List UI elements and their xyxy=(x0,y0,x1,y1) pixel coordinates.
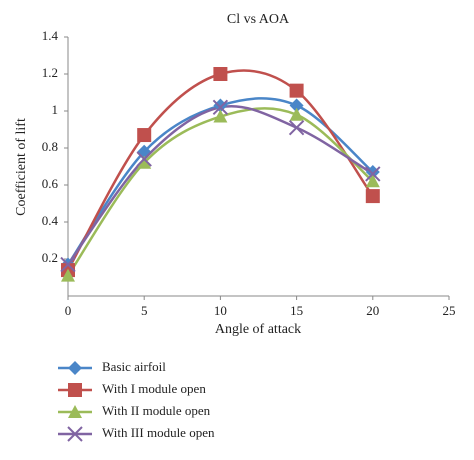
marker xyxy=(136,151,152,167)
y-tick-label: 0.4 xyxy=(42,213,59,228)
x-tick-label: 0 xyxy=(65,303,72,318)
x-tick-label: 10 xyxy=(214,303,227,318)
y-axis-label: Coefficient of lift xyxy=(14,118,29,216)
marker xyxy=(137,155,152,169)
marker xyxy=(68,383,82,397)
y-tick-label: 1.2 xyxy=(42,65,58,80)
chart-title: Cl vs AOA xyxy=(227,12,290,27)
legend-label: Basic airfoil xyxy=(102,359,166,374)
marker xyxy=(60,256,76,273)
marker xyxy=(365,166,381,182)
marker xyxy=(67,426,83,442)
marker xyxy=(213,98,228,113)
x-tick-label: 15 xyxy=(290,303,303,318)
marker xyxy=(213,109,228,123)
x-tick-label: 5 xyxy=(141,303,148,318)
marker xyxy=(212,99,229,116)
x-tick-label: 20 xyxy=(366,303,379,318)
y-tick-label: 0.6 xyxy=(42,176,59,191)
marker xyxy=(68,405,82,418)
marker xyxy=(288,119,305,136)
x-axis-label: Angle of attack xyxy=(215,322,301,337)
marker xyxy=(365,174,380,188)
series-line xyxy=(66,97,374,266)
legend-label: With I module open xyxy=(102,381,206,396)
legend-label: With II module open xyxy=(102,403,211,418)
y-tick-label: 0.2 xyxy=(42,250,58,265)
marker xyxy=(289,98,304,113)
marker xyxy=(365,189,380,204)
marker xyxy=(289,107,304,121)
x-tick-label: 25 xyxy=(443,303,456,318)
legend-label: With III module open xyxy=(102,425,215,440)
marker xyxy=(68,361,82,375)
y-tick-label: 1.4 xyxy=(42,28,59,43)
y-tick-label: 0.8 xyxy=(42,139,58,154)
marker xyxy=(365,165,380,180)
marker xyxy=(137,128,152,143)
marker xyxy=(289,83,304,98)
marker xyxy=(61,268,75,282)
y-tick-label: 1 xyxy=(52,102,59,117)
marker xyxy=(213,67,228,81)
